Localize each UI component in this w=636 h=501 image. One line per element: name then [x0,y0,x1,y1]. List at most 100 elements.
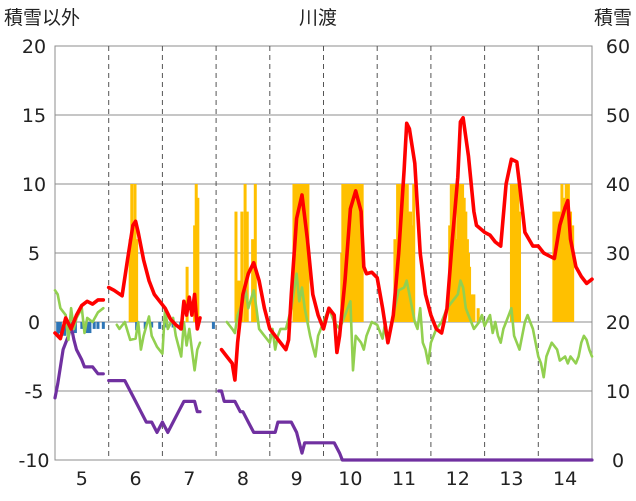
x-tick-label: 13 [499,468,523,490]
sunshine-bar [253,184,257,322]
sunshine-bar [357,184,361,322]
sunshine-bar [408,211,412,322]
sunshine-bar [558,211,562,322]
precipitation-bar [80,322,84,329]
sunshine-bar [552,211,556,322]
sunshine-bar [245,211,249,322]
sunshine-bar [472,294,476,322]
y-right-tick-label: 40 [606,174,630,196]
sunshine-bar [476,308,480,322]
sunshine-bar [193,225,197,322]
sunshine-bar [297,184,301,322]
temp-max-line [53,116,594,382]
y-right-tick-label: 20 [606,312,630,334]
sunshine-bar [464,211,468,322]
sunshine-bar [556,211,560,322]
sunshine-bar [238,280,242,322]
y-right-tick-label: 30 [606,243,630,265]
y-right-tick-label: 0 [612,450,624,472]
sunshine-bar [410,225,414,322]
sunshine-bar [133,184,137,322]
sunshine-bar [352,184,356,322]
x-tick-label: 6 [130,468,142,490]
chart-title: 川渡 [299,7,337,29]
precipitation-bar [88,322,92,334]
sunshine-bar [185,266,189,322]
sunshine-bar [516,184,520,322]
sunshine-bar [402,184,406,322]
sunshine-bar [302,184,306,322]
y-left-tick-label: -10 [18,450,49,472]
sunshine-bar [412,184,416,322]
sunshine-bar [341,184,345,322]
y-right-tick-label: 60 [606,36,630,58]
precipitation-bar [150,322,154,328]
precipitation-bar [158,322,162,329]
precipitation-bar [92,322,96,329]
sunshine-bar [130,184,134,322]
precipitation-bar [211,322,215,329]
sunshine-bar [468,266,472,322]
y-right-tick-label: 10 [606,381,630,403]
sunshine-bar [513,184,517,322]
sunshine-bar [407,211,411,322]
y-right-tick-label: 50 [606,105,630,127]
precipitation-bar [85,322,89,334]
y-left-tick-label: 15 [22,105,46,127]
y-left-tick-label: 0 [28,312,40,334]
sunshine-bar [514,184,518,322]
sunshine-bar [509,184,513,322]
sunshine-bar [566,184,570,322]
sunshine-bar [511,184,515,322]
tick-labels: 20 60 15 50 10 40 5 30 0 20 -5 10 -10 0 5 6 7 8 9 10 11 12 13 1… [18,36,630,490]
sunshine-bar [459,184,463,322]
sunshine-bar [194,184,198,322]
x-tick-label: 7 [183,468,195,490]
x-tick-label: 11 [392,468,416,490]
sunshine-bar [295,184,299,322]
precipitation-bar [56,322,60,336]
sunshine-bar [404,184,408,322]
sunshine-bar [354,184,358,322]
sunshine-bar [399,184,403,322]
sunshine-bar [454,239,458,322]
sunshine-bar [469,294,473,322]
sunshine-bar [135,239,139,322]
sunshine-bar [569,211,573,322]
precipitation-bar [101,322,105,329]
sunshine-bar [562,197,566,322]
sunshine-bar [571,225,575,322]
sunshine-bar [128,239,132,322]
sunshine-bar [461,184,465,322]
right-axis-title: 積雪 [594,7,632,29]
left-axis-title: 積雪以外 [4,7,80,29]
sunshine-bar [251,239,255,322]
y-left-tick-label: 20 [22,36,46,58]
y-left-tick-label: 5 [28,243,40,265]
sunshine-bar [359,184,363,322]
snow-depth-line [53,323,594,462]
sunshine-bar [349,184,353,322]
sunshine-bar [298,184,302,322]
sunshine-bar [355,184,359,322]
x-tick-label: 8 [237,468,249,490]
sunshine-bar [240,211,244,322]
sunshine-bar [234,211,238,322]
sunshine-bar [196,197,200,322]
precipitation-bar [96,322,100,329]
sunshine-bar [405,184,409,322]
sunshine-bar [560,184,564,322]
sunshine-bar [236,280,240,322]
grid [55,46,592,460]
sunshine-bar [453,184,457,322]
sunshine-bar [518,211,522,322]
x-tick-label: 5 [76,468,88,490]
x-tick-label: 9 [291,468,303,490]
x-tick-label: 14 [553,468,577,490]
precipitation-bar [58,322,62,334]
sunshine-bar [304,184,308,322]
sunshine-bar [300,184,304,322]
sunshine-bar [243,184,247,322]
x-tick-label: 10 [338,468,362,490]
